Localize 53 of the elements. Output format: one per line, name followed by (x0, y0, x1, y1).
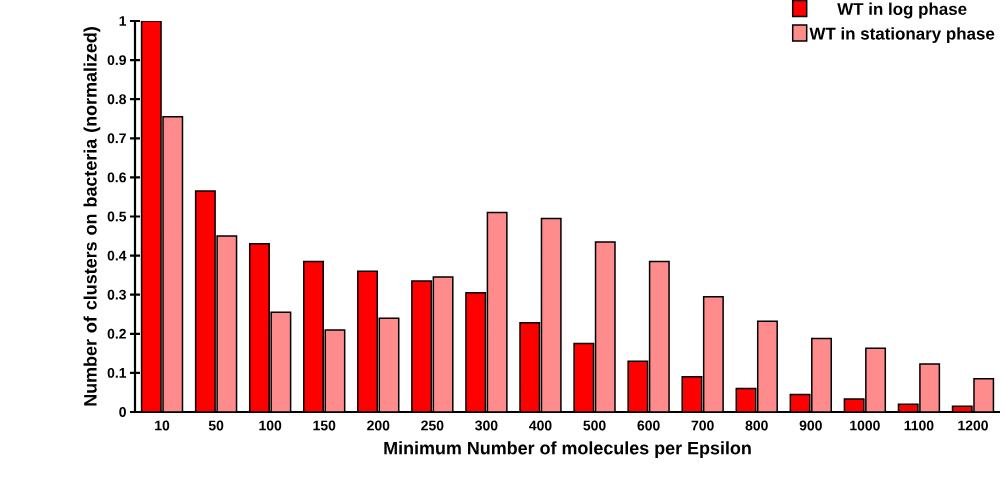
x-tick-label: 1100 (904, 420, 934, 431)
y-tick-label: 0.5 (107, 211, 127, 222)
x-tick-label: 100 (259, 420, 282, 431)
x-tick-label: 1200 (958, 420, 988, 431)
bar (411, 280, 433, 412)
bar (702, 295, 724, 412)
bar (648, 260, 670, 412)
y-tick-label: 0.4 (107, 250, 127, 261)
bar (486, 211, 508, 412)
x-tick-label: 250 (421, 420, 444, 431)
bar (465, 291, 487, 412)
y-tick-label: 0.9 (107, 55, 126, 66)
bar (140, 21, 162, 412)
bar (573, 342, 595, 412)
x-tick-label: 1000 (850, 420, 880, 431)
y-tick-label: 0.2 (107, 328, 126, 339)
bar (540, 217, 562, 412)
x-tick-label: 10 (155, 420, 170, 431)
y-tick-label: 0 (119, 407, 126, 417)
x-tick-label: 50 (208, 420, 224, 431)
x-tick-label: 700 (691, 420, 714, 431)
y-tick-label: 0.1 (107, 367, 127, 378)
y-axis-title: Number of clusters on bacteria (normalized) (83, 27, 101, 406)
y-tick-label: 0.7 (107, 133, 126, 144)
bar (756, 320, 778, 412)
legend-label: WT in log phase (837, 2, 967, 19)
x-tick-label: 150 (313, 420, 336, 431)
bar (594, 241, 616, 412)
bar (270, 311, 292, 412)
y-tick-label: 1 (119, 16, 127, 26)
x-axis-title: Minimum Number of molecules per Epsilon (384, 441, 751, 458)
x-tick-label: 200 (367, 420, 390, 431)
y-tick-label: 0.8 (107, 94, 127, 105)
bar (865, 347, 887, 412)
bar (162, 116, 184, 412)
x-tick-label: 400 (529, 420, 552, 431)
x-tick-label: 600 (637, 420, 660, 431)
x-tick-label: 300 (475, 420, 498, 431)
x-tick-label: 500 (583, 420, 606, 431)
bar (194, 190, 216, 412)
bar (378, 317, 400, 412)
y-tick-label: 0.6 (107, 172, 126, 183)
bar (324, 329, 346, 412)
bar (519, 322, 541, 412)
y-tick-label: 0.3 (107, 289, 126, 300)
x-tick-label: 800 (745, 420, 768, 431)
bar (811, 337, 832, 412)
bar (216, 235, 238, 412)
bar (432, 276, 454, 412)
legend-label: WT in stationary phase (809, 27, 995, 43)
bar (248, 243, 270, 412)
x-tick-label: 900 (799, 420, 822, 431)
bar (357, 270, 379, 412)
